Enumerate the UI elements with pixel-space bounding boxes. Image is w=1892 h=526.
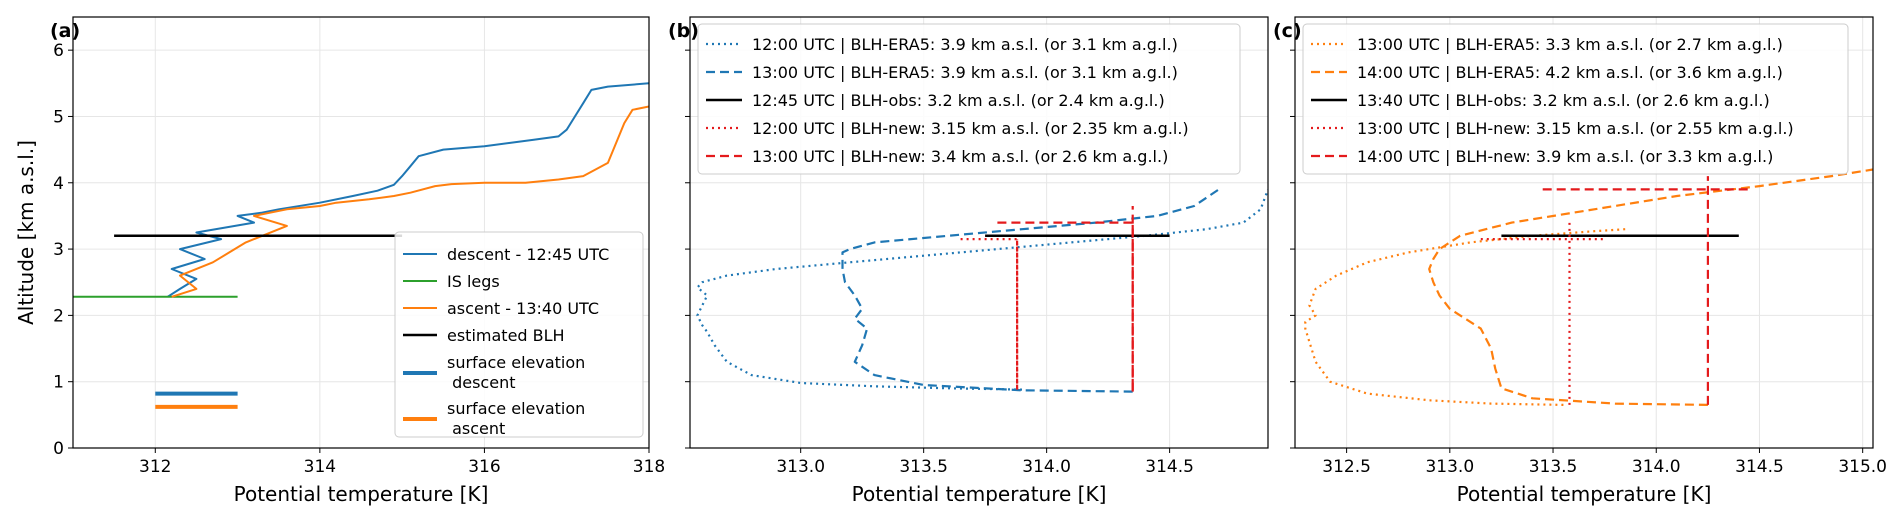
legend-entry-3: 13:40 UTC | BLH-obs: 3.2 km a.s.l. (or 2… [1357,91,1770,110]
x-axis-label: Potential temperature [K] [234,482,489,506]
legend-entry-5: 13:00 UTC | BLH-new: 3.4 km a.s.l. (or 2… [752,147,1168,166]
legend: 13:00 UTC | BLH-ERA5: 3.3 km a.s.l. (or … [1302,23,1849,175]
series-line-2 [1428,168,1873,406]
legend-entry-2: 13:00 UTC | BLH-ERA5: 3.9 km a.s.l. (or … [752,63,1178,82]
y-tick-label: 2 [53,306,64,326]
legend-entry-1: 13:00 UTC | BLH-ERA5: 3.3 km a.s.l. (or … [1357,35,1783,54]
legend-entry-4: estimated BLH [447,326,565,345]
x-tick-label: 314.0 [1022,457,1071,477]
legend-entry-5: 14:00 UTC | BLH-new: 3.9 km a.s.l. (or 3… [1357,147,1773,166]
legend-entry-3: ascent - 13:40 UTC [447,299,599,318]
legend-box [1302,23,1849,175]
x-tick-label: 313.0 [776,457,825,477]
series-line-4 [960,238,1019,391]
legend: descent - 12:45 UTC IS legs ascent - 13:40… [394,231,644,438]
x-tick-label: 312 [139,457,171,477]
panel-label: (b) [668,20,699,42]
legend-entry-4: 12:00 UTC | BLH-new: 3.15 km a.s.l. (or … [752,119,1189,138]
series-line-2 [841,188,1220,393]
y-tick-label: 3 [53,240,64,260]
x-tick-label: 318 [633,457,665,477]
y-tick-label: 0 [53,439,64,459]
legend-entry-1: 12:00 UTC | BLH-ERA5: 3.9 km a.s.l. (or … [752,35,1178,54]
axes-frame [689,16,1269,449]
panel-b: 313.0 313.5 314.0 314.5 Potential temperatur… [668,16,1269,506]
legend-entry-4: 13:00 UTC | BLH-new: 3.15 km a.s.l. (or … [1357,119,1794,138]
series-group [73,82,649,409]
series-line-1 [1304,228,1626,406]
series-group [696,188,1268,393]
y-tick-label: 4 [53,174,64,194]
x-axis-label: Potential temperature [K] [852,482,1107,506]
axes-frame [1294,16,1874,449]
axes-frame [72,16,650,449]
x-tick-label: 314.5 [1735,457,1784,477]
x-tick-label: 313.0 [1425,457,1474,477]
y-axis-label: Altitude [km a.s.l.] [14,140,38,325]
series-line-1 [696,189,1268,391]
legend-box [394,231,644,438]
legend-entry-6: surface elevation ascent [447,399,585,438]
x-tick-label: 312.5 [1322,457,1371,477]
panel-label: (c) [1273,20,1302,42]
legend-entry-2: IS legs [447,272,500,291]
x-tick-label: 315.0 [1838,457,1887,477]
legend-entry-1: descent - 12:45 UTC [447,245,609,264]
x-tick-label: 314 [304,457,336,477]
y-tick-label: 1 [53,373,64,393]
panel-label: (a) [50,20,80,42]
x-tick-label: 313.5 [1529,457,1578,477]
x-tick-label: 316 [468,457,500,477]
x-tick-label: 313.5 [899,457,948,477]
series-group [1304,168,1873,406]
legend: 12:00 UTC | BLH-ERA5: 3.9 km a.s.l. (or … [697,23,1241,175]
x-tick-label: 314.5 [1145,457,1194,477]
y-tick-label: 6 [53,41,64,61]
panel-a: 312 314 316 318 0 1 2 3 4 5 6 Potential temperature… [14,16,665,506]
series-line-1 [167,82,649,298]
legend-entry-5: surface elevation descent [447,353,585,392]
series-line-3 [171,105,649,298]
y-tick-label: 5 [53,107,64,127]
x-tick-label: 314.0 [1632,457,1681,477]
legend-entry-3: 12:45 UTC | BLH-obs: 3.2 km a.s.l. (or 2… [752,91,1165,110]
legend-box [697,23,1241,175]
x-axis-label: Potential temperature [K] [1457,482,1712,506]
panel-c: 312.5 313.0 313.5 314.0 314.5 315.0 Potential … [1273,16,1887,506]
legend-entry-2: 14:00 UTC | BLH-ERA5: 4.2 km a.s.l. (or … [1357,63,1783,82]
